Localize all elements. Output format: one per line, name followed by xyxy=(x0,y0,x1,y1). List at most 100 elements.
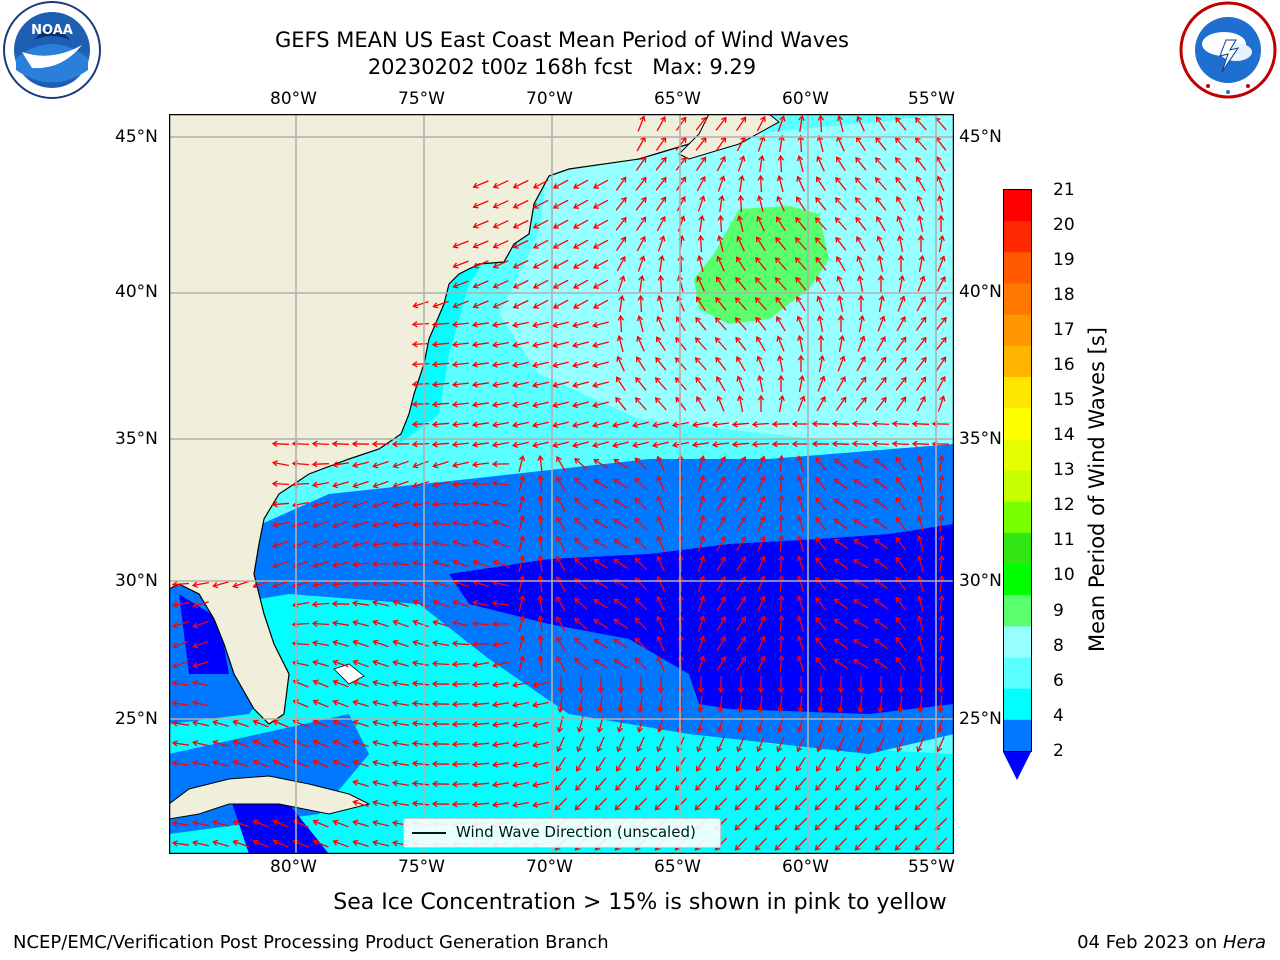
wave-arrow xyxy=(512,681,530,687)
wave-arrow xyxy=(573,441,589,447)
wave-arrow xyxy=(675,117,687,131)
wave-arrow-head xyxy=(471,361,478,368)
wave-arrow-head xyxy=(512,302,519,309)
wave-arrow-head xyxy=(714,804,721,811)
wave-arrow-head xyxy=(613,478,620,485)
wave-arrow xyxy=(757,476,765,492)
wave-arrow-head xyxy=(794,237,801,244)
wave-arrow xyxy=(634,797,648,811)
wave-arrow xyxy=(473,280,489,288)
wave-arrow xyxy=(492,341,510,347)
wave-arrow-head xyxy=(759,595,766,602)
wave-arrow-head xyxy=(895,456,902,463)
wave-arrow-head xyxy=(938,454,945,461)
wave-arrow-head xyxy=(332,542,339,549)
wave-arrow-head xyxy=(552,183,559,189)
wave-arrow-head xyxy=(512,262,519,269)
wave-arrow-head xyxy=(511,721,519,728)
wave-arrow xyxy=(855,157,867,171)
wave-arrow-head xyxy=(636,746,643,753)
wave-arrow xyxy=(697,616,705,632)
wave-arrow-head xyxy=(634,457,641,464)
wave-arrow-head xyxy=(491,681,498,688)
wave-arrow xyxy=(412,661,430,667)
wave-arrow xyxy=(855,837,867,851)
wave-arrow xyxy=(940,675,942,693)
wave-arrow xyxy=(634,457,648,471)
wave-arrow-head xyxy=(411,380,418,388)
wave-arrow xyxy=(313,720,329,728)
wave-arrow xyxy=(736,636,746,652)
wave-arrow xyxy=(233,580,249,588)
wave-arrow xyxy=(735,117,747,131)
wave-arrow xyxy=(717,256,725,272)
wave-arrow xyxy=(855,177,867,191)
wave-arrow xyxy=(915,157,927,171)
wave-arrow-head xyxy=(691,421,698,428)
wave-arrow xyxy=(697,516,705,532)
wave-arrow-head xyxy=(572,263,580,269)
wave-arrow-head xyxy=(699,455,706,462)
wave-arrow-head xyxy=(873,498,880,505)
wave-arrow-head xyxy=(774,804,781,811)
wave-arrow xyxy=(593,279,609,289)
wave-arrow-head xyxy=(392,599,399,606)
wave-arrow-head xyxy=(472,262,479,269)
wave-arrow-head xyxy=(537,494,544,501)
wave-arrow-head xyxy=(451,401,458,408)
wave-arrow xyxy=(938,196,944,212)
wave-arrow-head xyxy=(873,598,880,605)
wave-arrow xyxy=(452,762,470,766)
wave-arrow xyxy=(736,596,746,612)
wave-arrow-head xyxy=(471,381,478,388)
wave-arrow xyxy=(834,558,848,570)
wave-arrow-head xyxy=(652,441,659,449)
wave-arrow-head xyxy=(853,639,860,645)
colorbar-segment xyxy=(1004,377,1031,409)
wave-arrow xyxy=(173,842,189,846)
wave-arrow xyxy=(412,782,430,786)
wave-arrow xyxy=(917,196,925,212)
wave-arrow xyxy=(615,197,627,211)
wave-arrow-head xyxy=(471,681,478,688)
wave-arrow-head xyxy=(778,534,785,541)
wave-arrow xyxy=(797,576,805,592)
wave-arrow xyxy=(373,460,389,468)
wave-arrow xyxy=(640,675,642,693)
wave-arrow xyxy=(895,577,907,591)
wave-arrow-head xyxy=(272,562,279,569)
wave-arrow-head xyxy=(252,839,259,846)
wave-arrow xyxy=(273,760,289,768)
wave-arrow-head xyxy=(352,759,359,766)
wave-arrow xyxy=(513,259,529,269)
wave-arrow xyxy=(593,321,609,327)
wave-arrow xyxy=(332,582,350,586)
wave-arrow-head xyxy=(778,574,785,581)
wave-arrow xyxy=(593,519,609,529)
wave-arrow xyxy=(875,197,887,211)
wave-arrow-head xyxy=(814,824,821,831)
wave-arrow xyxy=(573,199,589,209)
wave-arrow-head xyxy=(720,496,726,503)
wave-arrow xyxy=(774,817,788,831)
wave-arrow-head xyxy=(837,707,844,714)
wave-arrow xyxy=(834,538,848,550)
wave-arrow-head xyxy=(796,296,802,303)
wave-arrow xyxy=(392,522,410,526)
wave-arrow-head xyxy=(774,824,781,831)
wave-arrow-head xyxy=(895,596,902,603)
wave-arrow-head xyxy=(759,555,766,562)
wave-arrow xyxy=(874,658,888,670)
wave-arrow xyxy=(393,480,409,488)
wave-arrow xyxy=(819,115,823,133)
wave-arrow-head xyxy=(816,295,823,302)
wave-arrow-head xyxy=(814,217,821,224)
wave-arrow-head xyxy=(776,726,784,733)
wave-arrow xyxy=(659,275,663,293)
wave-arrow xyxy=(472,682,490,686)
wave-arrow xyxy=(797,556,805,572)
wave-arrow-head xyxy=(815,516,821,523)
wave-arrow-head xyxy=(656,495,663,502)
wave-arrow xyxy=(615,237,627,251)
wave-arrow-head xyxy=(778,654,785,661)
